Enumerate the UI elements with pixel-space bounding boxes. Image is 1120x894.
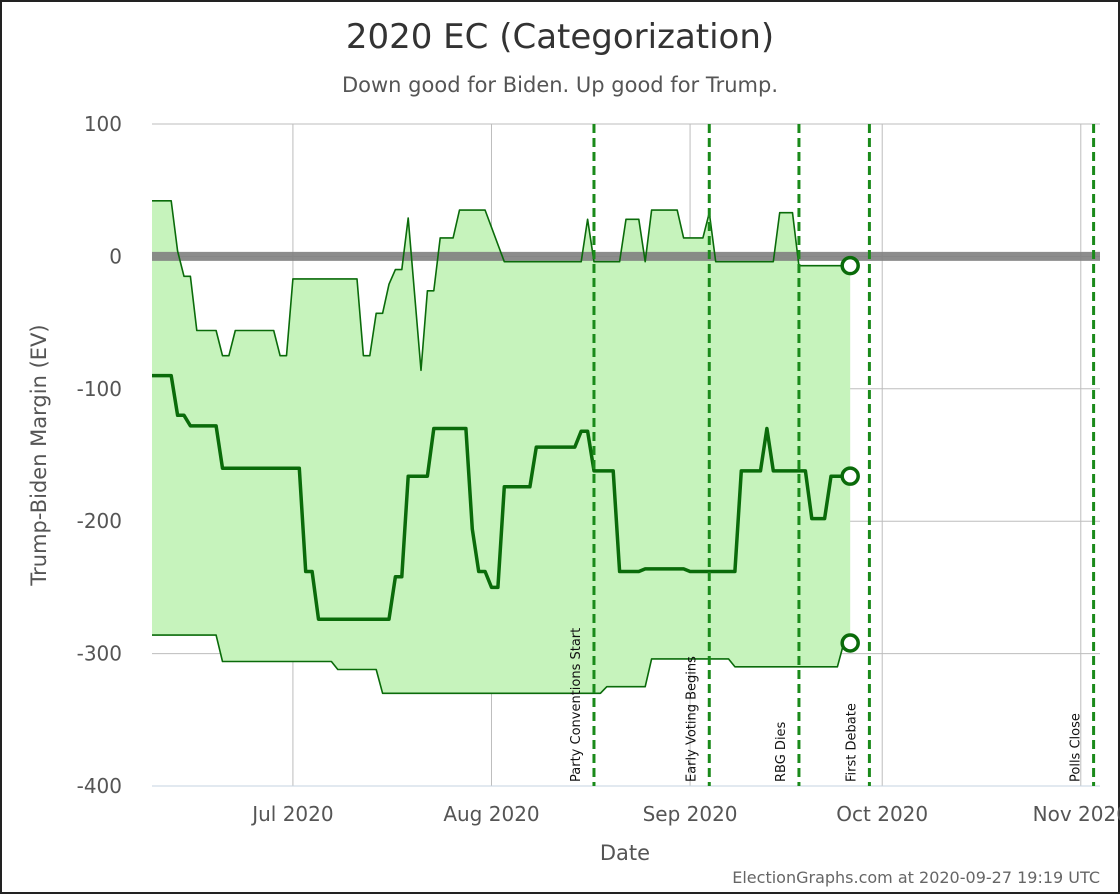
event-label: RBG Dies (774, 721, 789, 782)
source-credit: ElectionGraphs.com at 2020-09-27 19:19 U… (732, 868, 1100, 887)
x-tick-label: Jul 2020 (250, 802, 333, 826)
x-tick-label: Nov 2020 (1033, 802, 1120, 826)
y-tick-label: -200 (77, 509, 122, 533)
series-line-upper (152, 200, 851, 372)
series-line-expected (152, 373, 851, 621)
series-line-lower (152, 634, 851, 695)
y-axis-label: Trump-Biden Margin (EV) (27, 324, 51, 586)
y-tick-label: 0 (109, 244, 122, 268)
x-axis-ticks: Jul 2020 Aug 2020 Sep 2020 Oct 2020 Nov 2020 (250, 802, 1120, 826)
chart-title: 2020 EC (Categorization) (346, 17, 774, 57)
y-axis-ticks: 100 0 -100 -200 -300 -400 (77, 112, 122, 798)
endpoint-marker (840, 255, 860, 276)
event-markers: Party Conventions Start Early Voting Begi… (569, 124, 1096, 786)
event-label: Polls Close (1069, 713, 1084, 782)
event-label: Early Voting Begins (684, 656, 699, 782)
x-tick-label: Aug 2020 (443, 802, 539, 826)
x-axis-label: Date (600, 841, 650, 865)
y-tick-label: -100 (77, 377, 122, 401)
y-tick-label: 100 (84, 112, 122, 136)
endpoint-markers (840, 255, 860, 653)
range-band (152, 200, 851, 694)
y-tick-label: -300 (77, 642, 122, 666)
x-tick-label: Sep 2020 (643, 802, 738, 826)
event-label: First Debate (844, 703, 859, 782)
x-tick-label: Oct 2020 (836, 802, 928, 826)
range-band-area (152, 200, 851, 694)
endpoint-marker (840, 466, 860, 486)
chart-subtitle: Down good for Biden. Up good for Trump. (342, 73, 778, 97)
endpoint-marker (840, 633, 860, 653)
event-label: Party Conventions Start (569, 628, 584, 782)
series-lines (152, 200, 851, 695)
y-tick-label: -400 (77, 774, 122, 798)
